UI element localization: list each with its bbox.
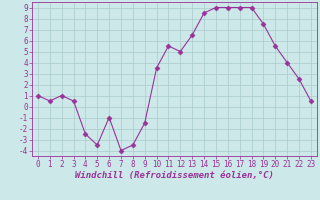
- X-axis label: Windchill (Refroidissement éolien,°C): Windchill (Refroidissement éolien,°C): [75, 171, 274, 180]
